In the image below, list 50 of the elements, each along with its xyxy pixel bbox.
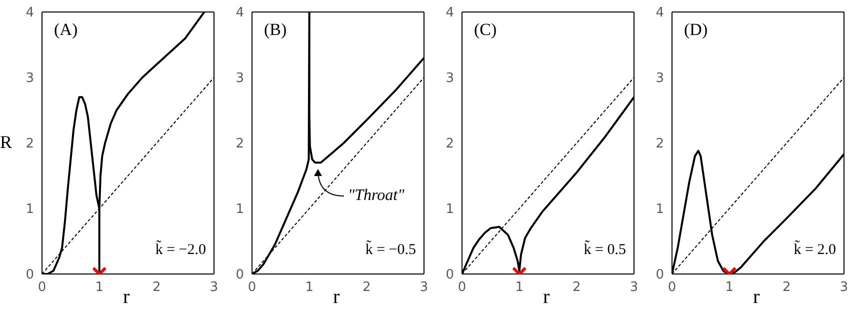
y-tick-label: 2 xyxy=(236,136,244,152)
annotation: k̃ = 0.5 xyxy=(584,242,626,259)
x-tick-label: 3 xyxy=(630,280,638,296)
x-axis-title: r xyxy=(123,286,130,309)
annotation: (A) xyxy=(54,20,78,40)
x-axis-title: r xyxy=(543,286,550,309)
y-tick-label: 4 xyxy=(446,6,454,21)
x-tick-label: 3 xyxy=(840,280,848,296)
x-axis-title: r xyxy=(753,286,760,309)
annotation: (B) xyxy=(264,20,287,40)
x-tick-label: 1 xyxy=(305,280,314,296)
x-tick-label: 3 xyxy=(420,280,428,296)
x-tick-label: 0 xyxy=(38,280,46,296)
y-tick-label: 2 xyxy=(26,136,34,152)
y-tick-label: 1 xyxy=(656,202,664,218)
y-tick-label: 0 xyxy=(656,268,664,283)
annotation: k̃ = 2.0 xyxy=(794,242,836,259)
x-axis-title: r xyxy=(333,286,340,309)
x-tick-label: 0 xyxy=(248,280,256,296)
y-tick-label: 0 xyxy=(236,268,244,283)
y-tick-label: 4 xyxy=(26,6,34,21)
y-tick-label: 4 xyxy=(236,6,244,21)
y-tick-label: 2 xyxy=(446,136,454,152)
x-tick-label: 1 xyxy=(725,280,734,296)
y-tick-label: 0 xyxy=(446,268,454,283)
x-tick-label: 2 xyxy=(152,280,161,296)
y-tick-label: 2 xyxy=(656,136,664,152)
y-tick-label: 1 xyxy=(26,202,34,218)
x-tick-label: 0 xyxy=(668,280,676,296)
y-tick-label: 1 xyxy=(236,202,244,218)
x-tick-label: 1 xyxy=(515,280,524,296)
x-tick-label: 1 xyxy=(95,280,104,296)
y-tick-label: 3 xyxy=(446,71,454,86)
y-axis-title: R xyxy=(0,132,12,153)
y-tick-label: 0 xyxy=(26,268,34,283)
x-tick-label: 2 xyxy=(362,280,371,296)
x-tick-label: 3 xyxy=(210,280,218,296)
y-tick-label: 4 xyxy=(656,6,664,21)
y-tick-label: 1 xyxy=(446,202,454,218)
annotation: (C) xyxy=(474,20,497,40)
annotation: "Throat" xyxy=(348,186,404,205)
y-tick-label: 3 xyxy=(236,71,244,86)
y-tick-label: 3 xyxy=(656,71,664,86)
x-tick-label: 2 xyxy=(572,280,581,296)
y-tick-label: 3 xyxy=(26,71,34,86)
annotation: (D) xyxy=(684,20,708,40)
x-tick-label: 2 xyxy=(782,280,791,296)
annotation: k̃ = −2.0 xyxy=(155,242,206,259)
annotation: k̃ = −0.5 xyxy=(365,242,416,259)
x-tick-label: 0 xyxy=(458,280,466,296)
